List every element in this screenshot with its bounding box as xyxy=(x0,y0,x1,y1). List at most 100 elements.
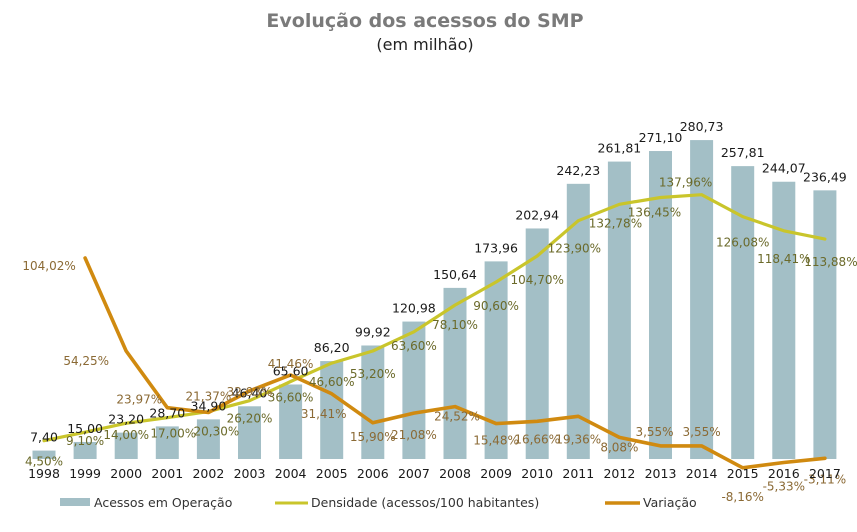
bar-value-label: 15,00 xyxy=(67,421,103,436)
densidade-label: 78,10% xyxy=(432,318,478,332)
densidade-label: 118,41% xyxy=(757,252,810,266)
bar-2007 xyxy=(402,321,426,459)
bar-value-label: 28,70 xyxy=(149,405,185,420)
x-tick-label: 2015 xyxy=(727,466,759,481)
variacao-label: -8,16% xyxy=(721,490,763,504)
bars-group xyxy=(32,140,837,460)
densidade-label: 113,88% xyxy=(804,255,857,269)
lines-group xyxy=(42,193,827,470)
bar-2006 xyxy=(361,345,385,459)
x-tick-label: 1998 xyxy=(28,466,60,481)
bar-1998 xyxy=(32,450,56,459)
densidade-label: 132,78% xyxy=(589,216,642,230)
x-tick-label: 2006 xyxy=(357,466,389,481)
bar-2016 xyxy=(772,181,796,459)
bar-2000 xyxy=(114,432,138,459)
x-tick-label: 2012 xyxy=(603,466,635,481)
x-tick-label: 2010 xyxy=(521,466,553,481)
variacao-label: 19,36% xyxy=(555,432,601,446)
densidade-label: 9,10% xyxy=(66,434,104,448)
variacao-label: 31,41% xyxy=(301,407,347,421)
x-tick-label: 2003 xyxy=(234,466,266,481)
variacao-label: 8,08% xyxy=(600,440,638,454)
bar-2009 xyxy=(484,261,508,459)
bar-2001 xyxy=(155,426,179,459)
x-tick-label: 2001 xyxy=(151,466,183,481)
chart-title: Evolução dos acessos do SMP xyxy=(266,10,583,32)
bar-value-label: 261,81 xyxy=(598,141,642,156)
bar-value-label: 86,20 xyxy=(314,340,350,355)
bar-value-label: 257,81 xyxy=(721,145,765,160)
x-tick-label: 2002 xyxy=(192,466,224,481)
variacao-label: 104,02% xyxy=(22,259,75,273)
densidade-label: 104,70% xyxy=(511,273,564,287)
variacao-label: 16,66% xyxy=(514,432,560,446)
bar-value-label: 120,98 xyxy=(392,301,436,316)
x-tick-label: 2016 xyxy=(768,466,800,481)
bar-2010 xyxy=(525,228,549,459)
variacao-label: 15,48% xyxy=(473,434,519,448)
x-tick-label: 2007 xyxy=(398,466,430,481)
labels-group: 7,40 15,00 23,20 28,70 34,90 46,40 65,60 86,20 9… xyxy=(22,119,857,504)
bar-value-label: 99,92 xyxy=(355,324,391,339)
bar-value-label: 7,40 xyxy=(30,430,58,445)
densidade-line xyxy=(42,193,827,443)
densidade-label: 136,45% xyxy=(628,206,681,220)
bar-2005 xyxy=(320,361,344,459)
variacao-label: 41,46% xyxy=(268,357,314,371)
legend-label-densidade: Densidade (acessos/100 habitantes) xyxy=(311,495,539,510)
variacao-label: 21,37% xyxy=(186,390,232,404)
x-tick-label: 2011 xyxy=(562,466,594,481)
densidade-label: 26,20% xyxy=(227,412,273,426)
bar-2012 xyxy=(607,161,631,459)
bar-2014 xyxy=(690,140,714,460)
x-tick-label: 2008 xyxy=(439,466,471,481)
densidade-label: 46,60% xyxy=(309,375,355,389)
densidade-label: 17,00% xyxy=(150,427,196,441)
bar-value-label: 280,73 xyxy=(680,119,724,134)
x-tick-label: 2017 xyxy=(809,466,841,481)
bar-value-label: 202,94 xyxy=(515,207,559,222)
densidade-label: 53,20% xyxy=(350,367,396,381)
bar-value-label: 271,10 xyxy=(639,130,683,145)
densidade-label: 20,30% xyxy=(194,425,240,439)
bar-2011 xyxy=(566,183,590,459)
bar-2013 xyxy=(649,151,672,459)
bar-value-label: 46,40 xyxy=(232,385,268,400)
bar-value-label: 23,20 xyxy=(108,412,144,427)
bar-value-label: 65,60 xyxy=(273,363,309,378)
variacao-label: -5,33% xyxy=(763,479,805,493)
variacao-label: -3,11% xyxy=(804,472,846,486)
bar-2015 xyxy=(731,166,755,459)
bar-value-label: 34,90 xyxy=(191,398,227,413)
bar-2008 xyxy=(443,287,467,459)
x-tick-label: 2014 xyxy=(686,466,718,481)
x-tick-label: 2013 xyxy=(645,466,677,481)
densidade-label: 90,60% xyxy=(473,299,519,313)
variacao-label: 3,55% xyxy=(683,425,721,439)
x-tick-label: 2000 xyxy=(110,466,142,481)
variacao-label: 3,55% xyxy=(635,425,673,439)
bar-value-label: 173,96 xyxy=(474,240,518,255)
bar-2003 xyxy=(238,406,261,459)
densidade-label: 126,08% xyxy=(716,236,769,250)
variacao-label: 32,93% xyxy=(227,385,273,399)
bar-2017 xyxy=(813,190,837,460)
variacao-label: 24,52% xyxy=(434,410,480,424)
x-tick-label: 2005 xyxy=(316,466,348,481)
densidade-label: 137,96% xyxy=(659,176,712,190)
x-tick-label: 1999 xyxy=(69,466,101,481)
variacao-label: 54,25% xyxy=(63,354,109,368)
bar-value-label: 242,23 xyxy=(556,163,600,178)
x-axis-ticks: 1998 1999 2000 2001 2002 2003 2004 2005 2006 2007… xyxy=(28,466,841,481)
densidade-label: 14,00% xyxy=(103,428,149,442)
legend-label-variacao: Variação xyxy=(643,495,697,510)
variacao-label: 21,08% xyxy=(391,428,437,442)
bar-value-label: 236,49 xyxy=(803,169,847,184)
bar-2004 xyxy=(279,384,303,459)
densidade-label: 36,60% xyxy=(268,391,314,405)
bar-value-label: 244,07 xyxy=(762,161,806,176)
densidade-label: 4,50% xyxy=(25,455,63,469)
bar-1999 xyxy=(73,441,97,459)
